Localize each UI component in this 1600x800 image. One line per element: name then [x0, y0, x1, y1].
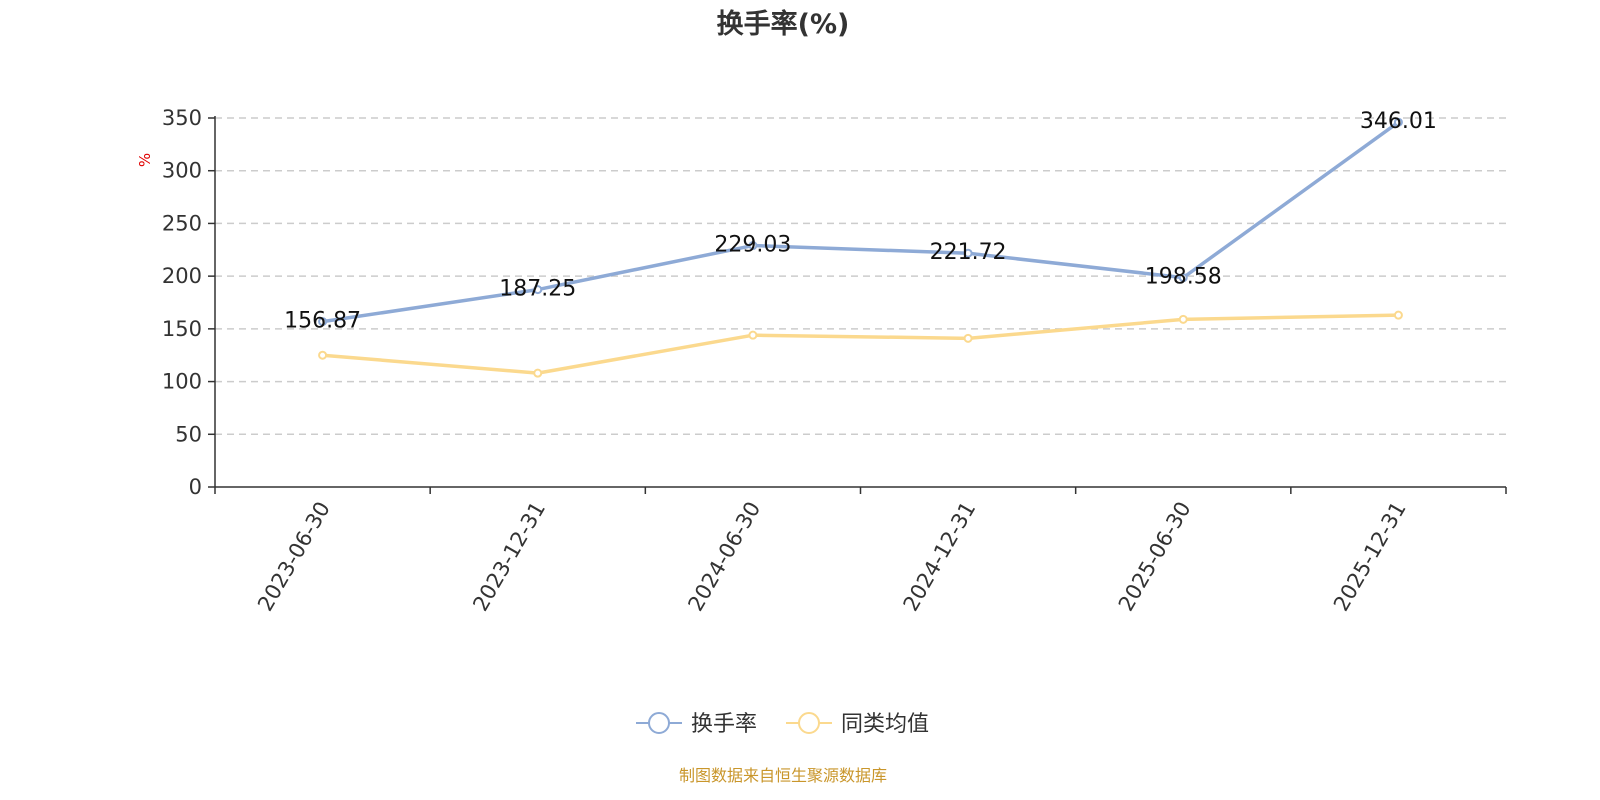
legend-item-0[interactable]: 换手率	[636, 712, 757, 737]
legend-marker	[648, 712, 670, 734]
data-label: 187.25	[499, 277, 576, 302]
legend-label: 换手率	[691, 712, 757, 737]
legend-label: 同类均值	[841, 712, 929, 737]
series-line-1	[320, 313, 1401, 375]
legend-item-1[interactable]: 同类均值	[786, 712, 929, 737]
x-tick-label: 2023-06-30	[253, 498, 335, 616]
y-tick-label: 300	[162, 159, 202, 183]
data-point[interactable]	[1393, 117, 1403, 127]
data-label: 198.58	[1145, 265, 1222, 290]
y-tick-label: 0	[189, 475, 202, 499]
data-point[interactable]	[533, 285, 543, 295]
data-label: 156.87	[284, 309, 361, 334]
y-axis-unit: %	[136, 153, 154, 167]
axes: 0 50 100 150 200 250 300 350 2023-06-30 2023-12-3…	[162, 106, 1507, 616]
data-label: 229.03	[714, 233, 791, 258]
y-tick-label: 350	[162, 106, 202, 130]
legend-marker	[798, 712, 820, 734]
data-label: 346.01	[1360, 109, 1437, 134]
y-tick-label: 50	[175, 422, 202, 446]
data-point[interactable]	[533, 368, 543, 378]
source-note: 制图数据来自恒生聚源数据库	[679, 766, 887, 785]
y-tick-label: 100	[162, 370, 202, 394]
data-label: 221.72	[930, 240, 1007, 265]
data-point[interactable]	[1178, 273, 1188, 283]
data-point[interactable]	[963, 333, 973, 343]
data-point[interactable]	[318, 350, 328, 360]
x-tick-label: 2025-12-31	[1329, 498, 1411, 616]
y-tick-label: 200	[162, 264, 202, 288]
x-tick-label: 2024-06-30	[683, 498, 765, 616]
data-point[interactable]	[963, 248, 973, 258]
x-tick-label: 2025-06-30	[1114, 498, 1196, 616]
data-labels: 156.87 187.25 229.03 221.72 198.58 346.01	[284, 109, 1437, 333]
data-point[interactable]	[318, 317, 328, 327]
series-line-0	[320, 120, 1401, 324]
data-point[interactable]	[748, 330, 758, 340]
grid	[215, 117, 1506, 436]
x-tick-label: 2024-12-31	[899, 498, 981, 616]
data-point[interactable]	[1393, 310, 1403, 320]
legend[interactable]: 换手率 同类均值	[636, 712, 929, 737]
chart-title: 换手率(%)	[717, 8, 850, 40]
data-point[interactable]	[748, 241, 758, 251]
y-tick-label: 250	[162, 211, 202, 235]
series-lines	[318, 117, 1403, 378]
data-point[interactable]	[1178, 314, 1188, 324]
x-tick-label: 2023-12-31	[468, 498, 550, 616]
y-tick-label: 150	[162, 317, 202, 341]
